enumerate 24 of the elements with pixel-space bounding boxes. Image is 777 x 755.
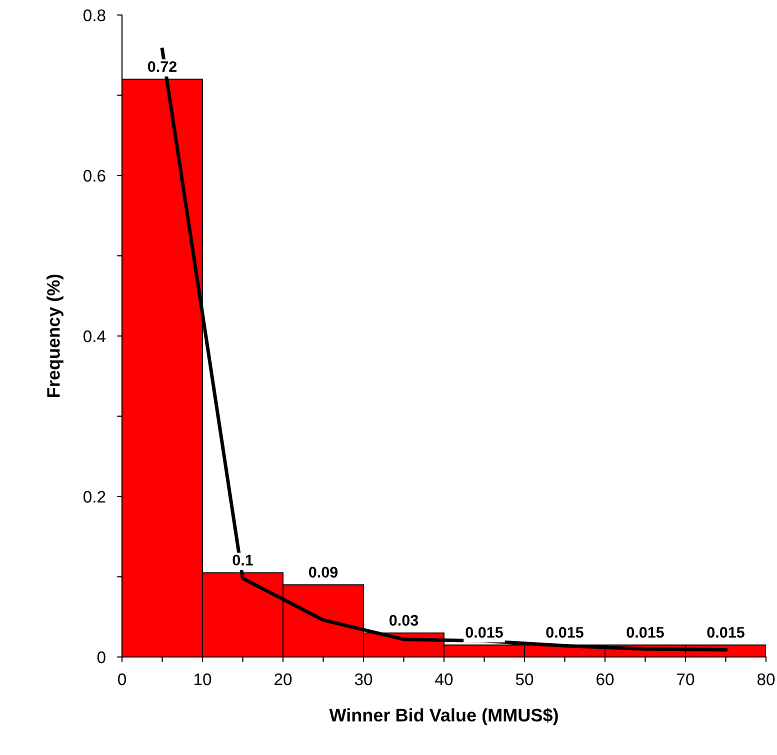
data-label: 0.015 <box>707 626 744 638</box>
y-tick-label: 0.4 <box>84 330 106 342</box>
x-tick-label: 20 <box>274 673 292 686</box>
x-tick-label: 50 <box>516 673 534 686</box>
x-tick-label: 40 <box>435 673 453 686</box>
x-tick-label: 0 <box>118 673 126 686</box>
x-tick-label: 70 <box>677 673 694 686</box>
data-label: 0.015 <box>466 626 503 638</box>
data-label: 0.09 <box>308 566 338 578</box>
y-axis-title: Frequency (%) <box>46 274 64 397</box>
x-tick-label: 30 <box>354 673 372 686</box>
y-tick-label: 0.8 <box>84 9 106 22</box>
x-tick-label: 80 <box>757 673 775 686</box>
data-label: 0.015 <box>626 626 664 638</box>
data-label: 0.03 <box>389 614 418 626</box>
y-tick-label: 0 <box>97 651 106 664</box>
y-tick-label: 0.6 <box>84 170 106 182</box>
x-axis-title: Winner Bid Value (MMUS$) <box>329 708 558 726</box>
y-tick-label: 0.2 <box>84 490 106 503</box>
data-label: 0.015 <box>546 626 584 638</box>
x-tick-label: 10 <box>194 673 212 686</box>
x-tick-label: 60 <box>596 673 614 686</box>
data-label: 0.72 <box>148 61 177 72</box>
data-label: 0.1 <box>232 554 253 566</box>
